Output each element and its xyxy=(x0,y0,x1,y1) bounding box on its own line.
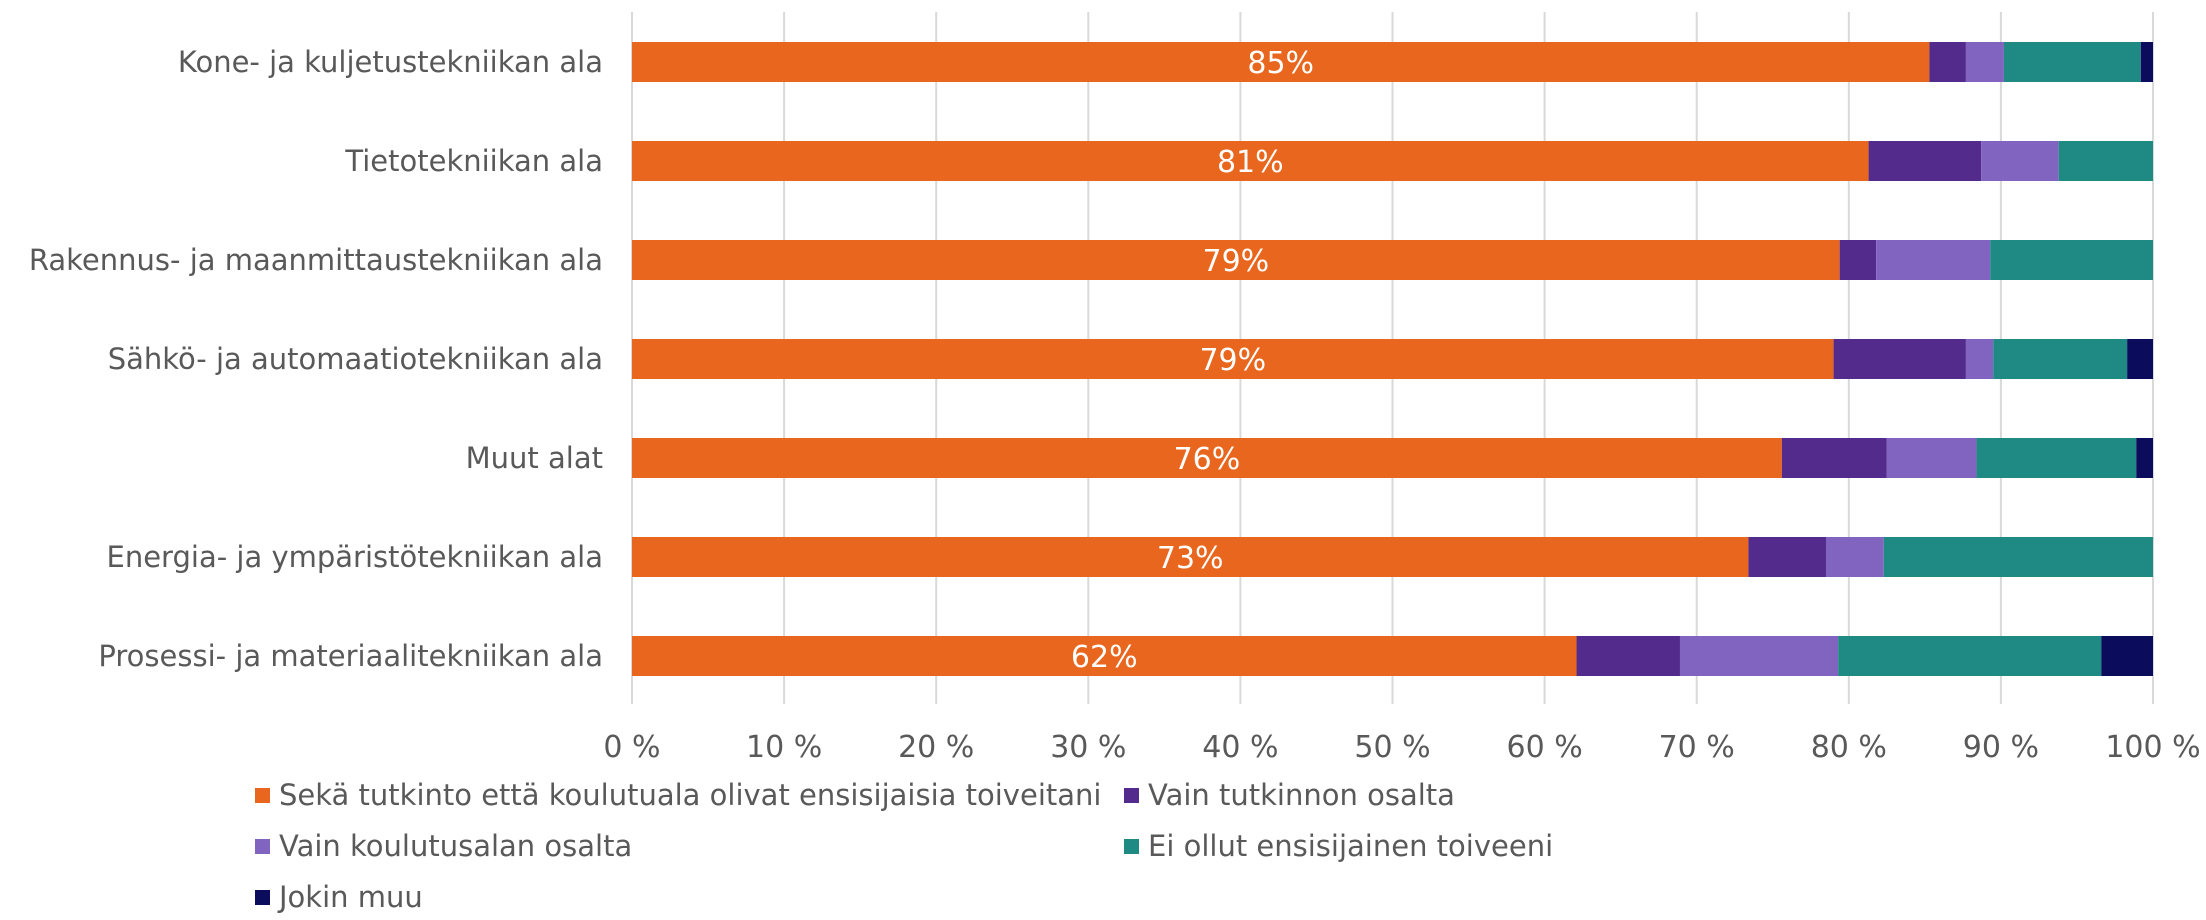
data-label: 62% xyxy=(1071,640,1138,675)
bar-segment xyxy=(1976,438,2137,478)
bar-segment xyxy=(1868,141,1982,181)
legend-swatch xyxy=(1124,788,1139,803)
legend-swatch xyxy=(1124,839,1139,854)
bar-segment xyxy=(1886,438,1977,478)
legend: Sekä tutkinto että koulutuala olivat ens… xyxy=(255,778,1553,914)
bar-segment xyxy=(632,438,1782,478)
category-label: Prosessi- ja materiaalitekniikan ala xyxy=(98,639,603,673)
bar-segment xyxy=(1876,240,1991,280)
data-label: 79% xyxy=(1202,244,1269,279)
bar-segment xyxy=(1825,537,1884,577)
bar-segment xyxy=(1833,339,1966,379)
bar-segment xyxy=(2140,42,2153,82)
x-tick-label: 50 % xyxy=(1354,730,1430,765)
bar-segment xyxy=(1838,636,2102,676)
bar-segment xyxy=(1990,240,2153,280)
legend-label: Vain tutkinnon osalta xyxy=(1148,778,1455,812)
bars: 85% 81% 79% 79% 76% 73% 62% xyxy=(632,42,2153,676)
legend-label: Ei ollut ensisijainen toiveeni xyxy=(1148,829,1553,863)
category-label: Muut alat xyxy=(466,441,603,475)
data-label: 79% xyxy=(1199,343,1266,378)
x-tick-label: 60 % xyxy=(1506,730,1582,765)
x-tick-label: 0 % xyxy=(603,730,660,765)
bar-segment xyxy=(632,240,1840,280)
data-label: 85% xyxy=(1247,46,1314,81)
bar-segment xyxy=(632,42,1930,82)
bar-segment xyxy=(1748,537,1826,577)
legend-label: Jokin muu xyxy=(277,880,423,914)
bar-segment xyxy=(632,339,1834,379)
bar-segment xyxy=(2136,438,2153,478)
category-labels: Kone- ja kuljetustekniikan ala Tietotekni… xyxy=(29,45,603,673)
category-label: Sähkö- ja automaatiotekniikan ala xyxy=(108,342,603,376)
legend-swatch xyxy=(255,890,270,905)
bar-segment xyxy=(1781,438,1887,478)
bar-segment xyxy=(632,636,1577,676)
legend-label: Vain koulutusalan osalta xyxy=(279,829,632,863)
x-tick-label: 40 % xyxy=(1202,730,1278,765)
category-label: Rakennus- ja maanmittaustekniikan ala xyxy=(29,243,603,277)
x-tick-label: 70 % xyxy=(1659,730,1735,765)
bar-segment xyxy=(1929,42,1966,82)
bar-segment xyxy=(1679,636,1839,676)
data-label: 81% xyxy=(1217,145,1284,180)
x-tick-label: 10 % xyxy=(746,730,822,765)
bar-segment xyxy=(1883,537,2153,577)
x-tick-label: 80 % xyxy=(1811,730,1887,765)
bar-segment xyxy=(1965,42,2004,82)
legend-label: Sekä tutkinto että koulutuala olivat ens… xyxy=(279,778,1101,812)
bar-segment xyxy=(1965,339,1994,379)
x-tick-label: 90 % xyxy=(1963,730,2039,765)
data-label: 76% xyxy=(1174,442,1241,477)
legend-swatch xyxy=(255,839,270,854)
bar-segment xyxy=(2058,141,2153,181)
bar-segment xyxy=(2127,339,2153,379)
bar-segment xyxy=(1981,141,2059,181)
x-tick-label: 100 % xyxy=(2105,730,2200,765)
x-tick-label: 30 % xyxy=(1050,730,1126,765)
bar-segment xyxy=(632,141,1869,181)
x-axis-tick-labels: 0 % 10 % 20 % 30 % 40 % 50 % 60 % 70 % 80 % 90 % 1… xyxy=(603,730,2200,765)
bar-segment xyxy=(1839,240,1877,280)
bar-segment xyxy=(1576,636,1680,676)
category-label: Tietotekniikan ala xyxy=(344,144,603,178)
bar-segment xyxy=(1993,339,2128,379)
bar-segment xyxy=(632,537,1749,577)
category-label: Energia- ja ympäristötekniikan ala xyxy=(107,540,603,574)
bar-segment xyxy=(2101,636,2153,676)
bar-segment xyxy=(2003,42,2141,82)
legend-swatch xyxy=(255,788,270,803)
category-label: Kone- ja kuljetustekniikan ala xyxy=(178,45,603,79)
data-label: 73% xyxy=(1157,541,1224,576)
x-tick-label: 20 % xyxy=(898,730,974,765)
